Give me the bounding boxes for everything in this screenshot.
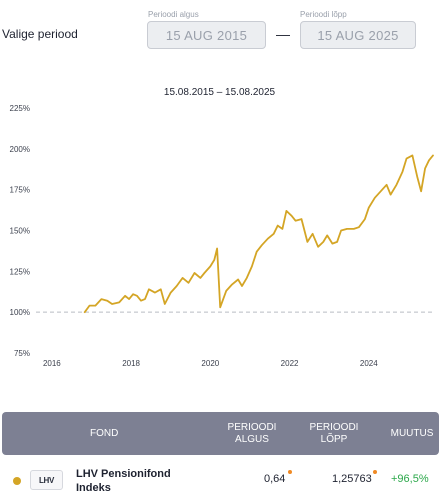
header-period-start: PERIOODI ALGUS xyxy=(223,422,281,446)
x-tick-label: 2022 xyxy=(281,359,299,368)
period-start-input[interactable]: 15 AUG 2015 xyxy=(147,21,266,49)
fund-name-line1: LHV Pensionifond xyxy=(76,468,171,480)
y-tick-label: 200% xyxy=(10,145,30,154)
header-fund: FOND xyxy=(90,428,119,439)
period-end-caption: Perioodi lõpp xyxy=(300,10,347,19)
x-tick-label: 2018 xyxy=(122,359,140,368)
period-label: Valige periood xyxy=(2,27,78,41)
period-start-caption: Perioodi algus xyxy=(148,10,199,19)
lhv-logo: LHV xyxy=(30,470,63,490)
fund-name-line2: Indeks xyxy=(76,482,111,494)
y-tick-label: 150% xyxy=(10,227,30,236)
fund-performance-line xyxy=(83,154,434,314)
period-end-input[interactable]: 15 AUG 2025 xyxy=(300,21,416,49)
fund-color-dot xyxy=(13,477,21,485)
fund-end-value: 1,25763 xyxy=(332,473,372,485)
chart-title: 15.08.2015 – 15.08.2025 xyxy=(163,87,276,98)
header-period-start-line1: PERIOODI xyxy=(227,422,277,433)
period-separator: — xyxy=(276,26,290,42)
x-tick-label: 2024 xyxy=(360,359,378,368)
x-tick-label: 2016 xyxy=(43,359,61,368)
header-period-start-line2: ALGUS xyxy=(235,434,269,445)
y-tick-label: 75% xyxy=(14,349,30,358)
y-tick-label: 100% xyxy=(10,308,30,317)
start-value-marker xyxy=(288,470,292,474)
fund-name[interactable]: LHV Pensionifond Indeks xyxy=(76,467,186,495)
header-period-end-line1: PERIOODI xyxy=(309,422,359,433)
performance-chart: 75% 100% 125% 150% 175% 200% 225% 2016 2018 2020 2… xyxy=(10,104,434,368)
end-value-marker xyxy=(373,470,377,474)
table-header: FOND PERIOODI ALGUS PERIOODI LÕPP MUUTUS xyxy=(2,412,439,455)
fund-change-value: +96,5% xyxy=(391,473,429,485)
fund-start-value: 0,64 xyxy=(264,473,286,485)
x-tick-label: 2020 xyxy=(201,359,219,368)
y-tick-label: 175% xyxy=(10,186,30,195)
y-tick-label: 225% xyxy=(10,104,30,113)
header-change: MUUTUS xyxy=(390,428,434,439)
header-period-end-line2: LÕPP xyxy=(320,434,348,445)
y-tick-label: 125% xyxy=(10,267,30,276)
header-period-end: PERIOODI LÕPP xyxy=(305,422,363,446)
